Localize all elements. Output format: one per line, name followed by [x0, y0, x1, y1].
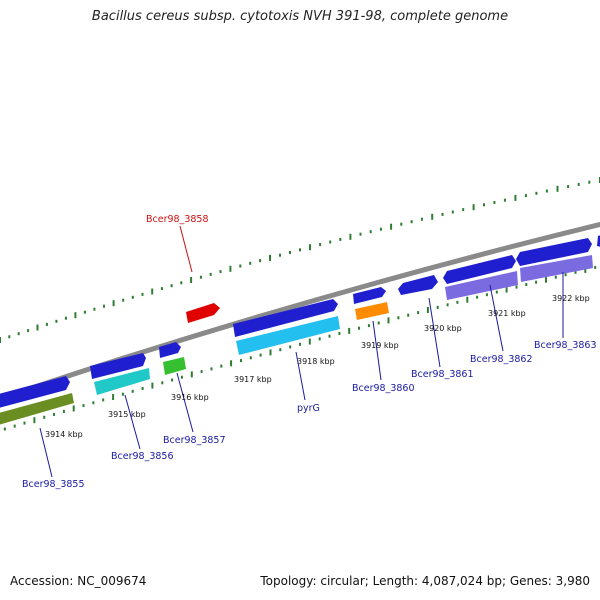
gene-label-bcer98-3863[interactable]: Bcer98_3863 [534, 340, 597, 351]
kbp-label: 3917 kbp [234, 375, 272, 384]
gene-bcer98-3856-feature[interactable] [94, 368, 150, 395]
gene-feature-3[interactable] [159, 342, 181, 358]
gene-label-pyrg[interactable]: pyrG [297, 403, 320, 414]
gene-bcer98-3858-feature[interactable] [186, 303, 220, 323]
label-connectors [39, 225, 564, 478]
gene-bcer98-3860-feature[interactable] [355, 302, 389, 320]
gene-pyrg-feature[interactable] [236, 316, 340, 355]
gene-feature-9[interactable] [597, 234, 600, 248]
gene-feature-2[interactable] [90, 353, 146, 379]
genome-backbone [0, 221, 600, 402]
gene-label-bcer98-3855[interactable]: Bcer98_3855 [22, 479, 85, 490]
gene-label-bcer98-3858[interactable]: Bcer98_3858 [146, 214, 209, 225]
gene-feature-7[interactable] [443, 255, 516, 284]
gene-label-bcer98-3862[interactable]: Bcer98_3862 [470, 354, 533, 365]
kbp-label: 3914 kbp [45, 430, 83, 439]
gene-bcer98-3857-feature[interactable] [163, 357, 186, 375]
gene-feature-6[interactable] [398, 275, 438, 295]
topology-text: Topology: circular; Length: 4,087,024 bp… [260, 574, 590, 588]
kbp-label: 3922 kbp [552, 294, 590, 303]
kbp-label: 3919 kbp [361, 341, 399, 350]
outer-tick-row [0, 177, 600, 343]
accession-text: Accession: NC_009674 [10, 574, 147, 588]
gene-label-bcer98-3856[interactable]: Bcer98_3856 [111, 451, 174, 462]
gene-label-bcer98-3860[interactable]: Bcer98_3860 [352, 383, 415, 394]
kbp-label: 3915 kbp [108, 410, 146, 419]
gene-label-bcer98-3857[interactable]: Bcer98_3857 [163, 435, 226, 446]
kbp-label: 3920 kbp [424, 324, 462, 333]
gene-bcer98-3855-feature[interactable] [0, 393, 74, 426]
kbp-label: 3921 kbp [488, 309, 526, 318]
kbp-label: 3918 kbp [297, 357, 335, 366]
kbp-label: 3916 kbp [171, 393, 209, 402]
gene-bcer98-3862-feature[interactable] [445, 271, 518, 300]
gene-label-bcer98-3861[interactable]: Bcer98_3861 [411, 369, 474, 380]
map-title: Bacillus cereus subsp. cytotoxis NVH 391… [91, 9, 509, 24]
gene-feature-8[interactable] [516, 238, 592, 266]
gene-feature-4[interactable] [233, 299, 338, 337]
inner-tick-row [3, 265, 597, 431]
gene-feature-1[interactable] [0, 376, 70, 409]
gene-bcer98-3863-feature[interactable] [520, 255, 593, 282]
gene-feature-5[interactable] [353, 287, 386, 304]
